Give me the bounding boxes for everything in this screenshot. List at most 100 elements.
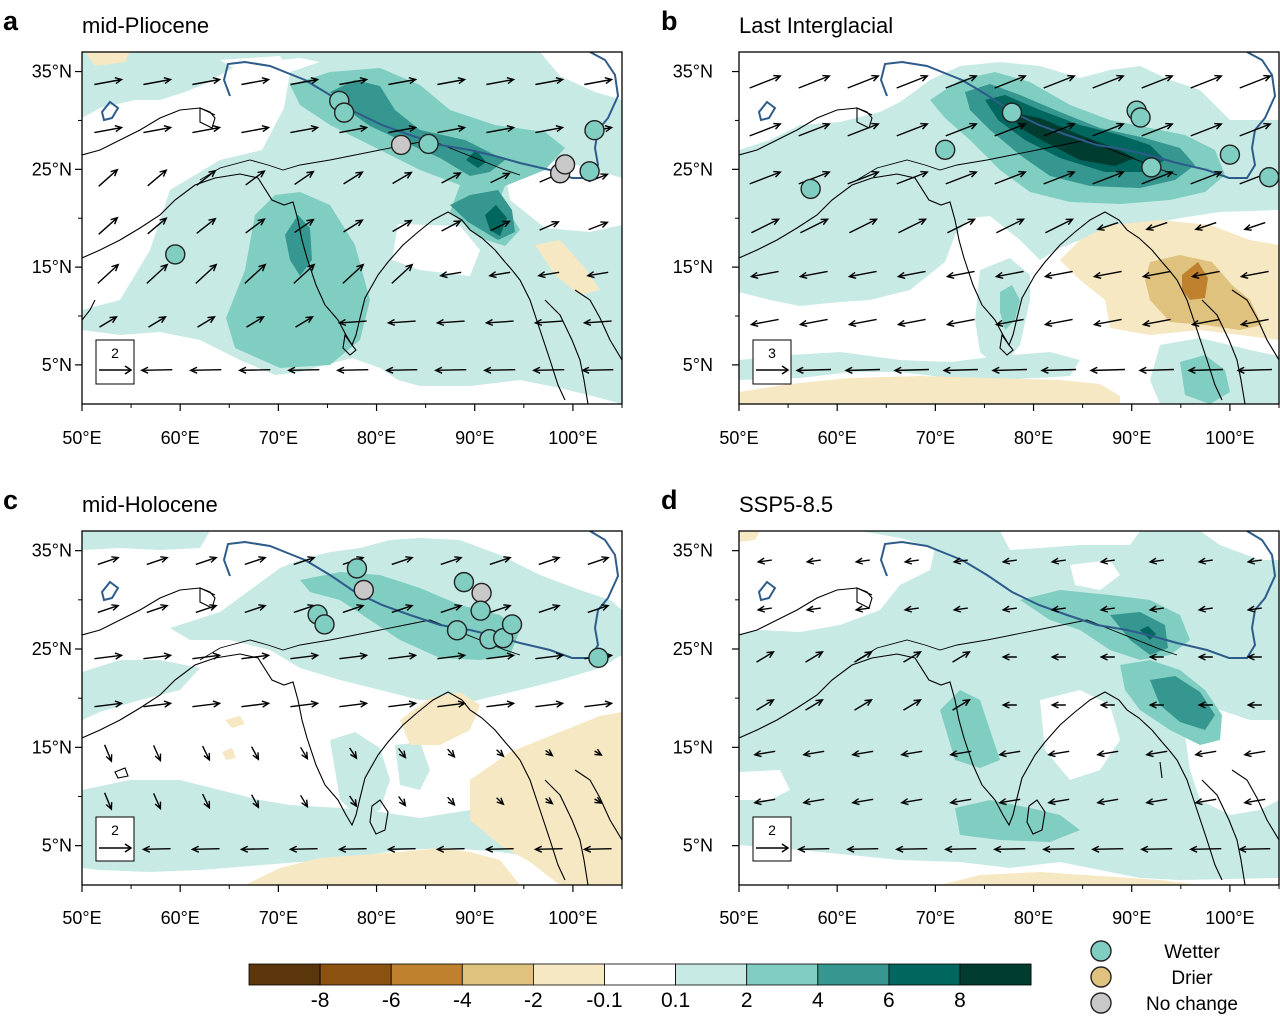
wind-vector — [196, 169, 217, 186]
wind-vector — [539, 221, 560, 231]
wind-vector — [945, 270, 975, 279]
wind-vector — [844, 366, 881, 374]
wind-vector — [190, 845, 220, 853]
wind-vector — [343, 171, 364, 185]
wind-vector — [293, 556, 316, 566]
wind-vector — [1001, 701, 1017, 709]
wind-vector — [896, 318, 926, 327]
proxy-site-wetter — [1130, 107, 1151, 128]
wind-vector — [388, 77, 418, 86]
colorbar-label: -2 — [524, 989, 543, 1012]
colorbar-swatch — [533, 963, 605, 986]
y-tick-label: 35°N — [32, 541, 72, 561]
wind-vector — [386, 845, 416, 853]
precip-anomaly-map — [739, 52, 1279, 404]
wind-vector — [152, 745, 162, 763]
panel-title: mid-Pliocene — [82, 13, 209, 38]
wind-vector — [1140, 845, 1173, 853]
wind-vector — [896, 270, 926, 279]
wind-vector — [244, 263, 267, 284]
wind-vector — [896, 74, 929, 89]
wind-vector — [751, 218, 781, 234]
wind-vector — [1190, 170, 1223, 185]
wind-vector — [898, 218, 928, 234]
wind-vector — [490, 172, 511, 184]
y-tick-label: 35°N — [673, 62, 713, 82]
wind-vector — [1190, 122, 1223, 137]
wind-vector — [1043, 122, 1076, 137]
proxy-site-wetter — [314, 614, 335, 635]
proxy-site-nochange — [554, 154, 576, 175]
colorbar-label: -8 — [311, 989, 330, 1012]
wind-vector — [903, 605, 919, 613]
wind-vector — [998, 750, 1021, 758]
proxy-site-wetter — [579, 161, 600, 182]
wind-vector — [993, 845, 1026, 853]
wind-vector — [1050, 605, 1066, 613]
wind-vector — [97, 604, 120, 614]
wind-vector — [749, 270, 779, 279]
legend-label: No change — [1146, 994, 1238, 1015]
wind-vector — [398, 796, 407, 807]
wind-vector — [1043, 170, 1076, 185]
wind-vector — [143, 77, 173, 86]
wind-vector — [388, 125, 418, 134]
wind-vector — [945, 318, 975, 327]
wind-vector — [798, 318, 828, 327]
x-tick-label: 60°E — [818, 908, 857, 928]
wind-vector — [1040, 366, 1077, 374]
wind-vector — [1043, 318, 1073, 327]
wind-vector — [1238, 845, 1271, 853]
panel-title: mid-Holocene — [82, 492, 218, 517]
x-tick-label: 60°E — [161, 908, 200, 928]
x-tick-label: 50°E — [62, 908, 101, 928]
precip-anomaly-map — [82, 52, 622, 404]
wind-vector — [847, 170, 880, 185]
wind-vector — [241, 700, 271, 708]
wind-vector — [94, 125, 124, 134]
wind-vector — [900, 750, 923, 758]
wind-vector — [854, 557, 870, 565]
wind-vector — [1050, 557, 1066, 565]
reference-vector: 2 — [752, 816, 792, 862]
proxy-site-wetter — [470, 600, 491, 621]
wind-vector — [535, 700, 565, 708]
y-tick-label: 25°N — [673, 639, 713, 659]
precip-anomaly-map — [739, 531, 1279, 885]
wind-vector — [847, 270, 877, 279]
panel-b: b Last Interglacial — [661, 6, 1280, 448]
wind-vector — [798, 270, 828, 279]
wind-vector — [594, 748, 603, 756]
proxy-site-wetter — [1141, 157, 1162, 178]
x-tick-label: 70°E — [916, 908, 955, 928]
wind-vector — [582, 318, 612, 327]
wind-vector — [756, 699, 775, 711]
wind-vector — [1092, 318, 1122, 327]
wind-vector — [795, 366, 832, 374]
wind-vector — [440, 556, 463, 566]
x-tick-label: 70°E — [259, 908, 298, 928]
wind-vector — [439, 271, 462, 279]
x-tick-label: 80°E — [1014, 428, 1053, 448]
wind-vector — [1145, 798, 1168, 806]
wind-vector — [1141, 270, 1171, 279]
wind-vector — [241, 77, 271, 86]
wind-vector — [1096, 221, 1119, 231]
wind-vector — [245, 218, 266, 234]
wind-vector — [1092, 170, 1125, 185]
wind-vector — [486, 77, 516, 86]
wind-vector — [435, 318, 465, 327]
y-tick-label: 5°N — [683, 355, 713, 375]
y-tick-label: 35°N — [32, 62, 72, 82]
colorbar-swatch — [319, 963, 392, 986]
wind-vector — [535, 77, 565, 86]
legend-marker-wetter — [1090, 940, 1112, 962]
proxy-site-wetter — [1258, 166, 1280, 188]
y-tick-label: 5°N — [42, 836, 72, 856]
wind-vector — [1148, 653, 1164, 661]
wind-vector — [388, 700, 418, 708]
colorbar-swatch — [746, 963, 819, 986]
wind-vector — [1145, 750, 1168, 758]
wind-vector — [581, 366, 614, 374]
wind-vector — [143, 125, 173, 134]
